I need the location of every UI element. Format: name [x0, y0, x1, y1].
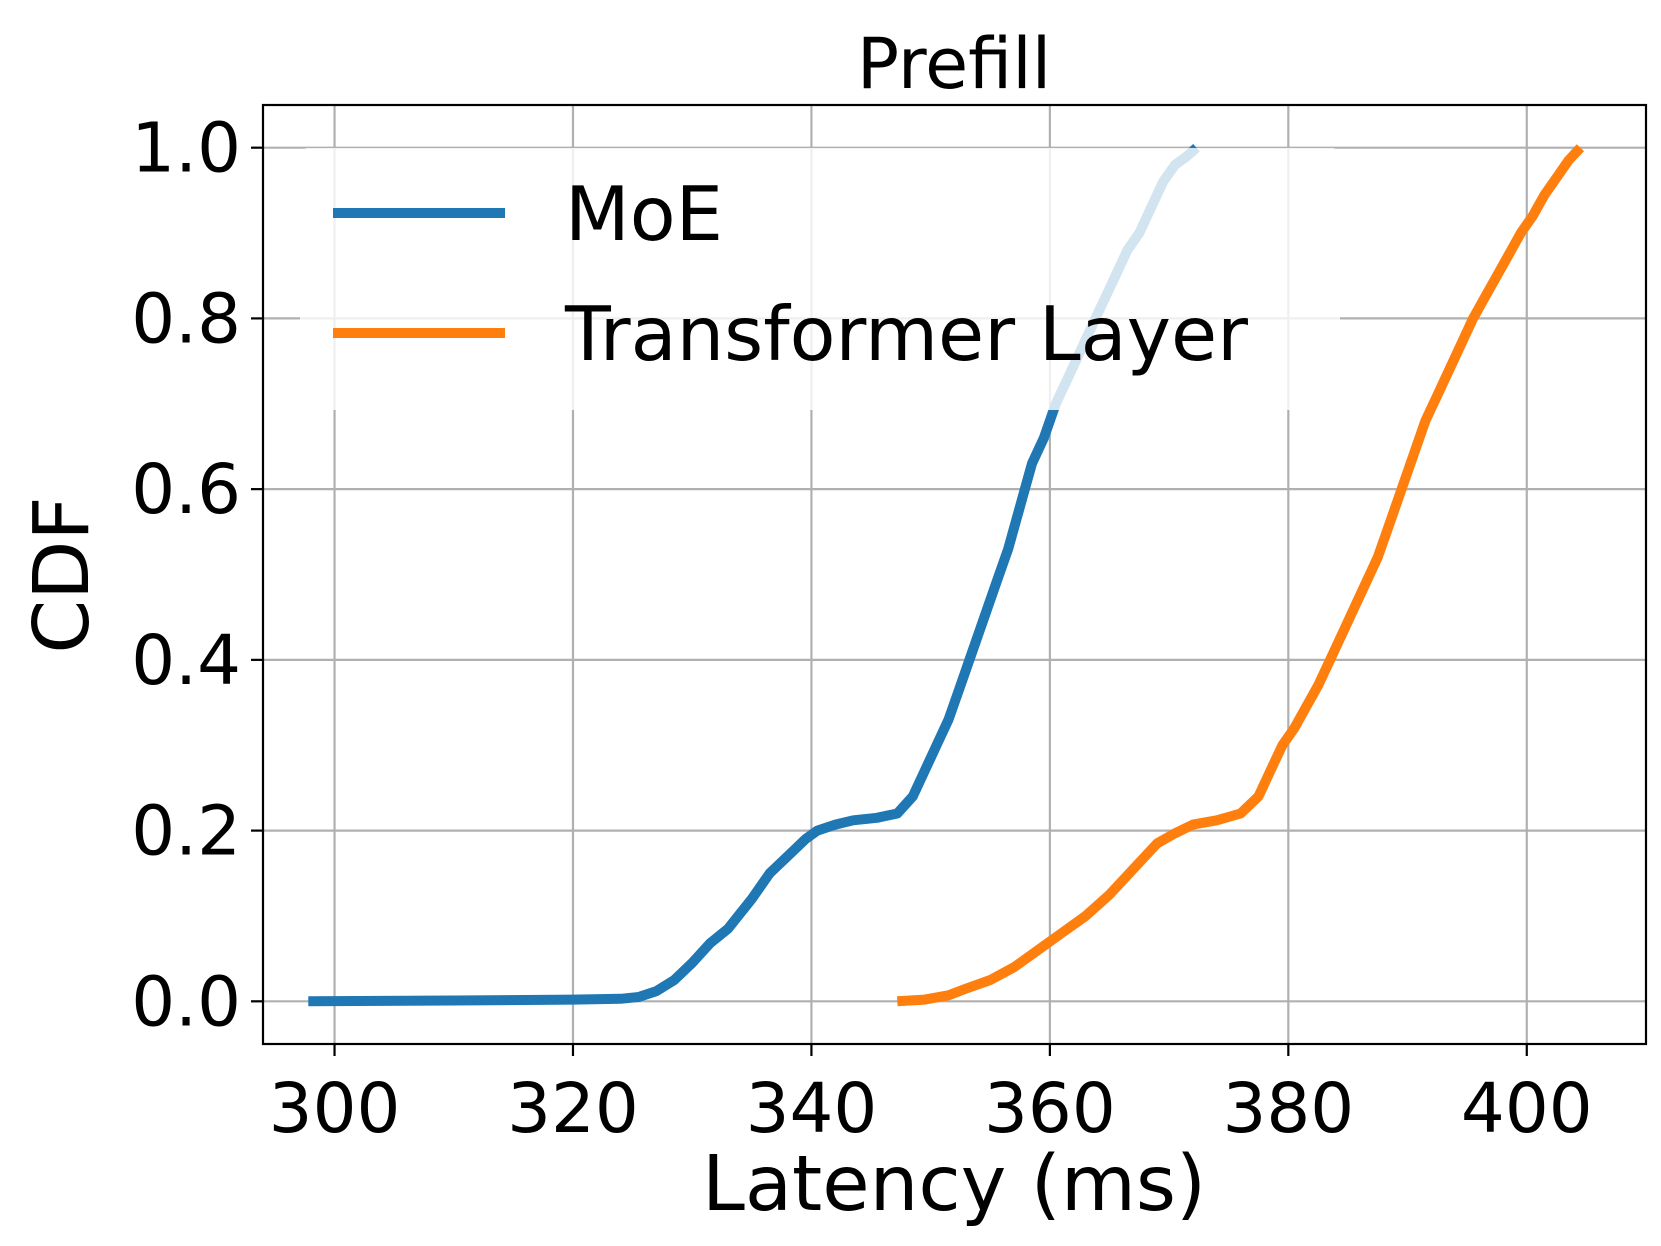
x-axis-label: Latency (ms): [702, 1140, 1206, 1229]
x-axis-ticks: 300 320 340 360 380 400: [269, 1044, 1593, 1149]
series-line-transformer-layer: [896, 144, 1585, 1007]
x-tick-label: 360: [984, 1069, 1116, 1149]
chart-title: Prefill: [857, 23, 1051, 105]
plot-frame: [261, 103, 1648, 1046]
legend-label-transformer-layer: Transformer Layer: [564, 290, 1248, 378]
x-tick-label: 300: [269, 1069, 401, 1149]
y-tick-label: 0.6: [131, 450, 241, 530]
x-tick-label: 320: [507, 1069, 639, 1149]
y-tick-label: 0.4: [131, 621, 241, 701]
x-tick-label: 400: [1461, 1069, 1593, 1149]
y-tick-label: 0.8: [131, 279, 241, 359]
legend-box: [300, 148, 1340, 410]
legend-label-moe: MoE: [565, 170, 723, 258]
y-tick-label: 0.2: [131, 792, 241, 872]
y-axis-ticks: 0.0 0.2 0.4 0.6 0.8 1.0: [131, 109, 263, 1042]
legend: MoE Transformer Layer: [300, 148, 1340, 410]
y-axis-label: CDF: [18, 496, 107, 653]
y-tick-label: 0.0: [131, 962, 241, 1042]
y-tick-label: 1.0: [131, 109, 241, 189]
x-tick-label: 340: [746, 1069, 878, 1149]
x-tick-label: 380: [1222, 1069, 1354, 1149]
